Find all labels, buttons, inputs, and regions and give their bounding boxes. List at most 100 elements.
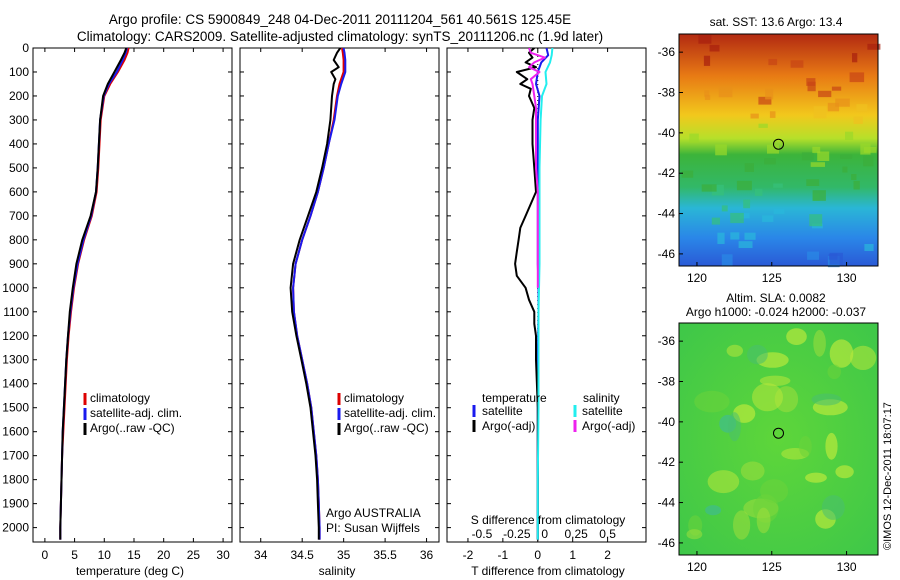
sla-blob <box>821 495 845 520</box>
chart-title-line1: Argo profile: CS 5900849_248 04-Dec-2011… <box>109 12 571 27</box>
legend-label-argo: Argo(..raw -QC) <box>90 421 175 435</box>
sla-blob <box>694 390 730 413</box>
map-y-tick-label: -46 <box>658 247 676 261</box>
sst-pixel-block <box>762 215 774 222</box>
salinity-plot-frame <box>239 47 440 543</box>
sla-blob <box>686 529 703 540</box>
legend-label-climatology: climatology <box>344 391 404 405</box>
map-y-tick-label: -40 <box>658 415 676 429</box>
y-tick-label: 1600 <box>2 425 29 439</box>
sst-pixel-block <box>831 86 842 91</box>
sst-pixel-block <box>717 232 725 244</box>
sst-pixel-block <box>709 44 720 52</box>
sla-blob <box>728 412 741 442</box>
legend-label-t-argo: Argo(-adj) <box>482 419 535 433</box>
sst-pixel-block <box>835 98 850 107</box>
sst-map-frame <box>678 33 879 267</box>
map-y-tick-label: -42 <box>658 166 676 180</box>
temperature-legend: climatology satellite-adj. clim. Argo(..… <box>83 391 182 435</box>
x-tick-label: -1 <box>498 548 509 562</box>
sst-pixel-block <box>812 190 826 201</box>
map-x-tick-label: 125 <box>762 271 782 285</box>
y-tick-label: 1800 <box>2 473 29 487</box>
sst-pixel-block <box>863 155 874 167</box>
s-tick-label: 0.25 <box>564 527 588 541</box>
sla-blob <box>799 436 812 458</box>
y-tick-label: 1400 <box>2 377 29 391</box>
sla-blob <box>756 507 771 534</box>
sst-pixel-block <box>736 180 752 191</box>
sst-argo-location-marker <box>773 138 784 150</box>
sst-pixel-block <box>767 144 779 154</box>
x-tick-label: 10 <box>98 548 112 562</box>
y-tick-label: 2000 <box>2 521 29 535</box>
x-tick-label: 1 <box>569 548 576 562</box>
sst-pixel-block <box>711 184 724 196</box>
sst-pixel-block <box>809 214 823 227</box>
map-y-tick-label: -40 <box>658 126 676 140</box>
map-y-tick-label: -38 <box>658 86 676 100</box>
temperature-axes: 0 5 10 15 20 25 300100200300400500600700800900… <box>2 41 232 562</box>
salinity-series <box>289 48 347 540</box>
sst-map-texture <box>681 35 881 268</box>
sst-pixel-block <box>681 170 694 178</box>
sla-blob <box>811 393 842 406</box>
x-tick-label: 0 <box>42 548 49 562</box>
sst-pixel-block <box>698 35 712 44</box>
y-tick-label: 800 <box>9 233 29 247</box>
sla-map-title-line2: Argo h1000: -0.024 h2000: -0.037 <box>686 305 866 319</box>
map-y-tick-label: -44 <box>658 207 676 221</box>
sla-blob <box>786 328 807 345</box>
sst-pixel-block <box>840 154 853 159</box>
map-x-tick-label: 130 <box>837 271 857 285</box>
temperature-series <box>59 48 130 540</box>
sla-map-frame <box>678 322 879 556</box>
sst-pixel-block <box>807 251 819 260</box>
difference-series <box>514 48 554 540</box>
y-tick-label: 900 <box>9 257 29 271</box>
x-tick-label: 20 <box>157 548 171 562</box>
temperature-xlabel: temperature (deg C) <box>76 564 184 578</box>
sst-pixel-block <box>790 60 804 68</box>
map-x-tick-label: 130 <box>837 560 857 574</box>
legend-group-salinity: salinity <box>583 391 620 405</box>
sst-pixel-block <box>704 94 711 100</box>
sst-pixel-block <box>828 253 838 260</box>
sst-pixel-block <box>769 111 776 118</box>
x-tick-label: 0 <box>534 548 541 562</box>
sst-pixel-block <box>765 88 774 100</box>
y-tick-label: 1500 <box>2 401 29 415</box>
sst-pixel-block <box>730 212 744 224</box>
sst-map-title: sat. SST: 13.6 Argo: 13.4 <box>710 15 843 29</box>
y-tick-label: 1300 <box>2 353 29 367</box>
x-tick-label: 15 <box>127 548 141 562</box>
map-y-tick-label: -44 <box>658 496 676 510</box>
sst-pixel-block <box>715 144 727 156</box>
sst-pixel-block <box>818 90 832 98</box>
sla-blob <box>752 383 783 412</box>
salinity-legend: climatology satellite-adj. clim. Argo(..… <box>326 391 436 535</box>
sst-pixel-block <box>768 58 778 66</box>
y-tick-label: 200 <box>9 89 29 103</box>
sst-pixel-block <box>853 180 860 190</box>
y-tick-label: 400 <box>9 137 29 151</box>
sst-pixel-block <box>721 205 728 212</box>
difference-legend: temperature salinity satellite Argo(-adj… <box>471 391 636 527</box>
sst-pixel-block <box>701 184 717 192</box>
sst-pixel-block <box>812 146 821 153</box>
legend-group-temperature: temperature <box>482 391 547 405</box>
y-tick-label: 0 <box>22 41 29 55</box>
sst-pixel-block <box>750 113 759 119</box>
sst-pixel-block <box>856 104 868 112</box>
sst-pixel-block <box>744 232 756 240</box>
sst-pixel-block <box>864 244 874 251</box>
sla-blob <box>747 344 768 365</box>
y-tick-label: 300 <box>9 113 29 127</box>
difference-plot-frame <box>446 47 647 543</box>
sst-pixel-block <box>842 166 848 173</box>
sla-blob <box>829 339 854 368</box>
legend-label-s-satellite: satellite <box>582 404 623 418</box>
x-tick-label: -2 <box>463 548 474 562</box>
legend-label-argo: Argo(..raw -QC) <box>344 421 429 435</box>
